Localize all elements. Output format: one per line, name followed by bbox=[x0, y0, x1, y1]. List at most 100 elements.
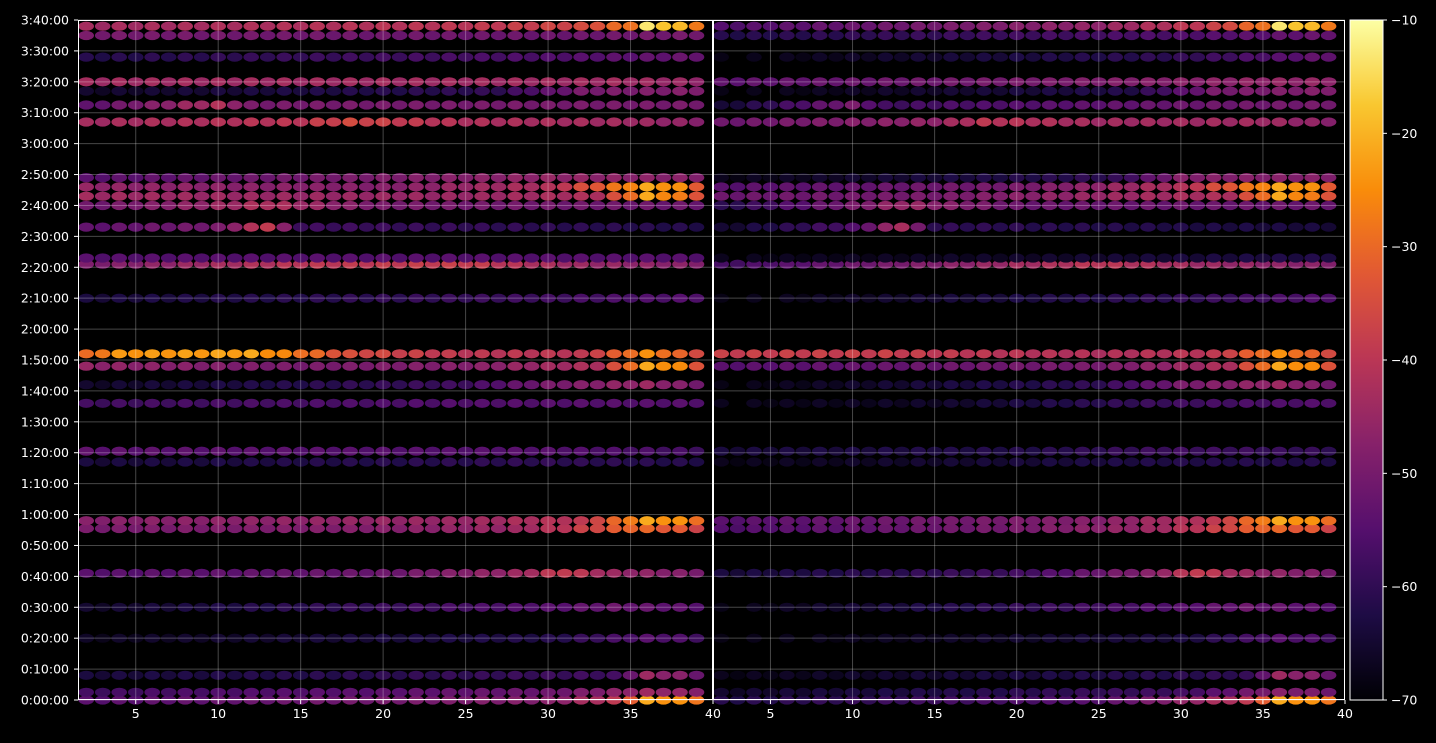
heatmap-cell bbox=[1173, 602, 1189, 612]
heatmap-cell bbox=[795, 457, 812, 467]
heatmap-cell bbox=[828, 398, 844, 408]
heatmap-cell bbox=[828, 380, 844, 390]
heatmap-cell bbox=[523, 21, 540, 31]
heatmap-cell bbox=[375, 516, 391, 526]
heatmap-cell bbox=[325, 687, 342, 697]
heatmap-cell bbox=[1091, 457, 1107, 467]
heatmap-cell bbox=[1288, 222, 1304, 232]
heatmap-cell bbox=[1058, 687, 1074, 697]
heatmap-cell bbox=[655, 200, 672, 211]
heatmap-cell bbox=[160, 670, 177, 680]
x-tick-label: 25 bbox=[458, 706, 474, 721]
heatmap-cell bbox=[828, 117, 844, 127]
heatmap-cell bbox=[1008, 200, 1025, 211]
heatmap-cell bbox=[622, 602, 639, 612]
heatmap-cell bbox=[1205, 52, 1222, 62]
heatmap-cell bbox=[1255, 293, 1271, 303]
heatmap-cell bbox=[877, 222, 894, 232]
heatmap-cell bbox=[408, 86, 424, 96]
heatmap-cell bbox=[144, 173, 160, 183]
heatmap-cell bbox=[193, 30, 210, 41]
heatmap-cell bbox=[94, 117, 111, 127]
heatmap-cell bbox=[391, 182, 408, 192]
heatmap-cell bbox=[441, 398, 457, 408]
heatmap-cell bbox=[144, 293, 160, 303]
heatmap-cell bbox=[844, 602, 861, 612]
heatmap-cell bbox=[894, 670, 910, 680]
heatmap-cell bbox=[358, 253, 375, 263]
heatmap-cell bbox=[672, 182, 688, 192]
heatmap-cell bbox=[193, 52, 210, 62]
heatmap-cell bbox=[556, 77, 573, 87]
heatmap-cell bbox=[1107, 446, 1123, 456]
heatmap-cell bbox=[844, 568, 861, 578]
heatmap-cell bbox=[1107, 253, 1123, 263]
heatmap-cell bbox=[746, 457, 762, 467]
heatmap-cell bbox=[589, 398, 606, 408]
heatmap-cell bbox=[1107, 222, 1123, 232]
heatmap-cell bbox=[811, 52, 828, 62]
heatmap-cell bbox=[276, 86, 293, 96]
heatmap-cell bbox=[1288, 670, 1304, 680]
heatmap-cell bbox=[556, 253, 573, 263]
heatmap-cell bbox=[78, 200, 94, 211]
heatmap-cell bbox=[292, 77, 309, 87]
heatmap-cell bbox=[210, 516, 226, 526]
heatmap-cell bbox=[94, 523, 111, 534]
heatmap-cell bbox=[1288, 117, 1304, 127]
heatmap-cell bbox=[1320, 77, 1337, 87]
heatmap-cell bbox=[589, 200, 606, 211]
heatmap-cell bbox=[1205, 568, 1222, 578]
heatmap-cell bbox=[1091, 117, 1107, 127]
heatmap-cell bbox=[1205, 361, 1222, 371]
heatmap-cell bbox=[795, 21, 812, 31]
heatmap-cell bbox=[375, 349, 391, 359]
heatmap-cell bbox=[894, 293, 910, 303]
heatmap-cell bbox=[589, 361, 606, 371]
heatmap-cell bbox=[474, 173, 490, 183]
heatmap-cell bbox=[746, 633, 762, 643]
heatmap-cell bbox=[342, 100, 358, 110]
heatmap-cell bbox=[910, 457, 926, 467]
heatmap-cell bbox=[1271, 191, 1288, 201]
heatmap-cell bbox=[943, 293, 959, 303]
heatmap-cell bbox=[1041, 200, 1058, 211]
heatmap-cell bbox=[844, 516, 861, 526]
heatmap-cell bbox=[226, 687, 243, 697]
heatmap-cell bbox=[943, 633, 959, 643]
heatmap-cell bbox=[127, 86, 144, 96]
heatmap-cell bbox=[844, 21, 861, 31]
heatmap-cell bbox=[1222, 173, 1238, 183]
heatmap-cell bbox=[779, 253, 795, 263]
heatmap-cell bbox=[1107, 86, 1123, 96]
heatmap-cell bbox=[672, 30, 688, 41]
heatmap-cell bbox=[861, 200, 877, 211]
heatmap-cell bbox=[959, 100, 976, 110]
heatmap-cell bbox=[78, 687, 94, 697]
heatmap-cell bbox=[309, 361, 326, 371]
heatmap-cell bbox=[375, 633, 391, 643]
heatmap-cell bbox=[894, 398, 910, 408]
heatmap-cell bbox=[540, 670, 556, 680]
heatmap-cell bbox=[672, 516, 688, 526]
heatmap-cell bbox=[910, 222, 926, 232]
y-tick-label: 1:30:00 bbox=[21, 414, 69, 429]
heatmap-cell bbox=[746, 52, 762, 62]
heatmap-cell bbox=[779, 446, 795, 456]
heatmap-cell bbox=[894, 191, 910, 201]
heatmap-cell bbox=[1173, 182, 1189, 192]
heatmap-cell bbox=[1189, 523, 1206, 534]
heatmap-cell bbox=[358, 77, 375, 87]
heatmap-cell bbox=[1008, 86, 1025, 96]
heatmap-cell bbox=[1189, 100, 1206, 110]
heatmap-cell bbox=[1222, 191, 1238, 201]
heatmap-cell bbox=[1008, 398, 1025, 408]
heatmap-cell bbox=[1041, 173, 1058, 183]
heatmap-cell bbox=[177, 568, 193, 578]
heatmap-cell bbox=[1041, 222, 1058, 232]
heatmap-cell bbox=[309, 516, 326, 526]
heatmap-cell bbox=[1008, 633, 1025, 643]
heatmap-cell bbox=[1271, 457, 1288, 467]
heatmap-cell bbox=[259, 182, 276, 192]
heatmap-cell bbox=[1271, 30, 1288, 41]
